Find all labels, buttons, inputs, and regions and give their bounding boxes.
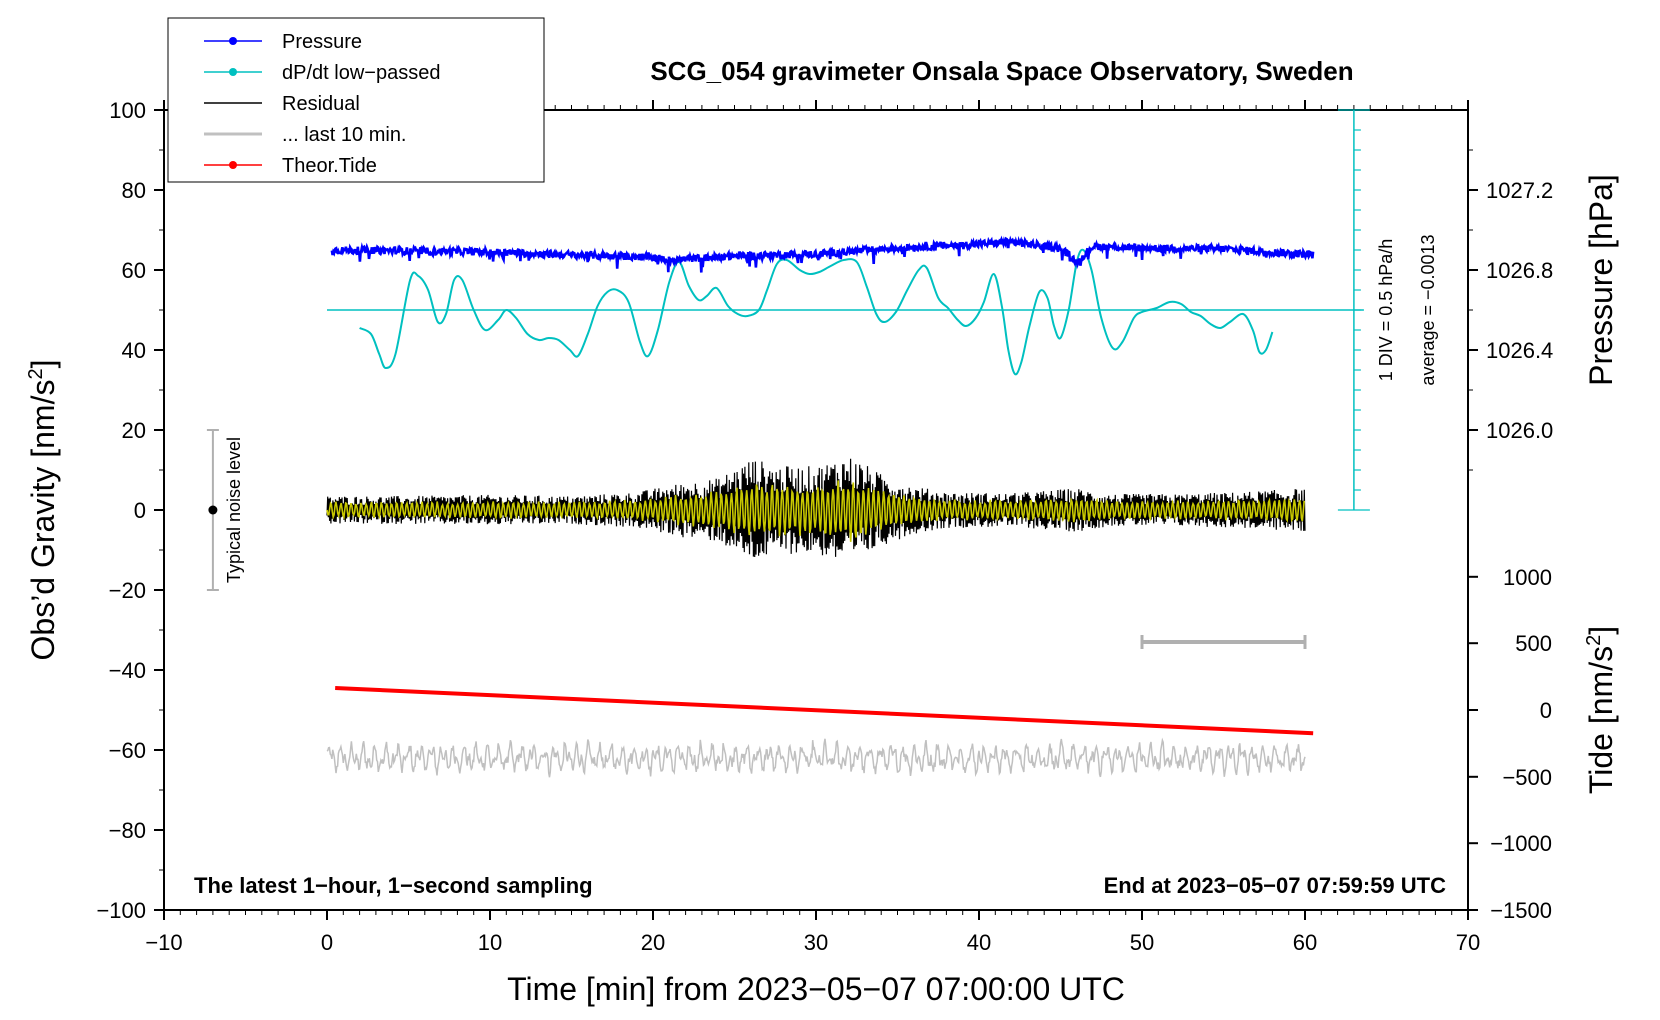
legend-label: Pressure	[282, 31, 362, 53]
chart-title: SCG_054 gravimeter Onsala Space Observat…	[650, 56, 1353, 86]
y-tick-label: 100	[109, 98, 146, 123]
y-tick-label: −80	[109, 818, 146, 843]
x-tick-label: 50	[1130, 930, 1154, 955]
dpdt-average-label: average = −0.0013	[1418, 234, 1438, 385]
legend-label: ... last 10 min.	[282, 124, 407, 146]
y-tick-label: 20	[122, 418, 146, 443]
x-tick-label: 30	[804, 930, 828, 955]
legend-marker	[229, 37, 237, 45]
y-tick-label: −60	[109, 738, 146, 763]
legend-label: dP/dt low−passed	[282, 62, 440, 84]
y-tick-label: −20	[109, 578, 146, 603]
pressure-tick-label: 1026.0	[1486, 418, 1553, 443]
y-tick-label: 40	[122, 338, 146, 363]
tide-trace	[335, 686, 1314, 736]
tide-axis-title-end: ]	[1583, 626, 1619, 635]
tide-axis-title: Tide [nm/s2]	[1583, 626, 1619, 794]
y-tick-label: −40	[109, 658, 146, 683]
tide-tick-label: 0	[1540, 698, 1552, 723]
last10-trace	[326, 737, 1306, 778]
pressure-tick-label: 1027.2	[1486, 178, 1553, 203]
legend-label: Theor.Tide	[282, 155, 377, 177]
x-tick-label: 20	[641, 930, 665, 955]
dpdt-trace	[359, 248, 1274, 376]
y-tick-label: 60	[122, 258, 146, 283]
axes-group: −10 0 10 20 30 40 50 60 70100806040200−20−40−60−…	[96, 98, 1553, 955]
pressure-trace	[330, 235, 1315, 273]
tide-axis-title-main: Tide [nm/s	[1583, 646, 1619, 794]
legend-marker	[229, 68, 237, 76]
tide-tick-label: −1000	[1490, 831, 1552, 856]
legend-marker	[229, 161, 237, 169]
y-axis-title-end: ]	[25, 360, 61, 369]
tide-tick-label: −1500	[1490, 898, 1552, 923]
noise-bar-center	[208, 505, 218, 515]
y-axis-title-sup: 2	[25, 368, 47, 379]
x-tick-label: −10	[145, 930, 182, 955]
x-tick-label: 60	[1293, 930, 1317, 955]
pressure-axis-title: Pressure [hPa]	[1583, 174, 1619, 386]
residual-trace	[326, 458, 1306, 558]
filtered-trace	[326, 480, 1305, 542]
annotation-end-time: End at 2023−05−07 07:59:59 UTC	[1104, 873, 1447, 898]
series-group	[326, 235, 1315, 778]
legend-label: Residual	[282, 93, 360, 115]
noise-level-label: Typical noise level	[224, 437, 244, 583]
tide-tick-label: −500	[1502, 765, 1552, 790]
extras-group	[206, 109, 1370, 649]
legend: Pressure dP/dt low−passed Residual ... last…	[167, 17, 545, 183]
x-axis-title: Time [min] from 2023−05−07 07:00:00 UTC	[507, 971, 1125, 1007]
pressure-tick-label: 1026.8	[1486, 258, 1553, 283]
y-axis-title: Obs’d Gravity [nm/s2]	[25, 360, 61, 661]
x-tick-label: 40	[967, 930, 991, 955]
tide-axis-title-sup: 2	[1583, 635, 1605, 646]
dpdt-div-label: 1 DIV = 0.5 hPa/h	[1376, 239, 1396, 382]
legend-box	[167, 17, 545, 183]
y-tick-label: 0	[134, 498, 146, 523]
pressure-tick-label: 1026.4	[1486, 338, 1553, 363]
y-tick-label: 80	[122, 178, 146, 203]
tide-tick-label: 500	[1515, 631, 1552, 656]
y-tick-label: −100	[96, 898, 146, 923]
y-axis-title-main: Obs’d Gravity [nm/s	[25, 380, 61, 661]
tide-tick-label: 1000	[1503, 565, 1552, 590]
x-tick-label: 10	[478, 930, 502, 955]
x-tick-label: 0	[321, 930, 333, 955]
x-tick-label: 70	[1456, 930, 1480, 955]
annotation-sampling: The latest 1−hour, 1−second sampling	[194, 873, 593, 898]
legend-entries: Pressure dP/dt low−passed Residual ... last…	[204, 31, 440, 177]
